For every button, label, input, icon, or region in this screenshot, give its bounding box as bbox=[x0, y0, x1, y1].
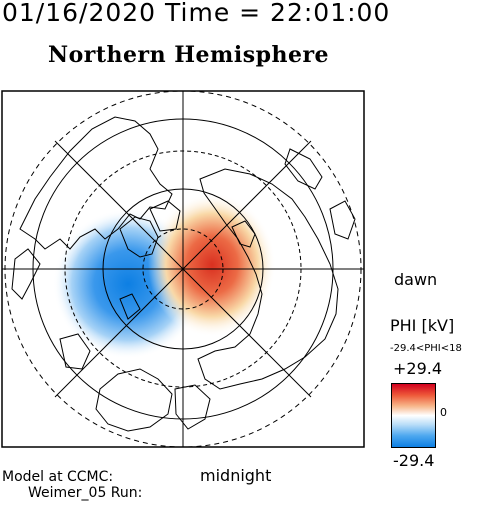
dawn-label: dawn bbox=[394, 270, 438, 289]
colorbar-range-text: -29.4<PHI<18 bbox=[390, 343, 462, 354]
colorbar-gradient bbox=[391, 383, 436, 448]
datetime-title: 01/16/2020 Time = 22:01:00 bbox=[2, 0, 391, 27]
colorbar-min-label: -29.4 bbox=[393, 451, 435, 470]
colorbar-zero-label: 0 bbox=[440, 406, 447, 419]
run-label: Weimer_05 Run: bbox=[28, 485, 143, 501]
colorbar-title: PHI [kV] bbox=[390, 316, 455, 335]
hemisphere-title: Northern Hemisphere bbox=[48, 42, 330, 68]
colorbar-max-label: +29.4 bbox=[393, 359, 443, 378]
plot-frame bbox=[1, 90, 365, 448]
model-label: Model at CCMC: bbox=[2, 469, 114, 485]
midnight-label: midnight bbox=[200, 466, 272, 485]
coastlines bbox=[11, 116, 356, 432]
meridian-grid bbox=[2, 91, 364, 447]
polar-potential-map bbox=[1, 90, 365, 448]
positive-potential-cell bbox=[148, 193, 276, 337]
